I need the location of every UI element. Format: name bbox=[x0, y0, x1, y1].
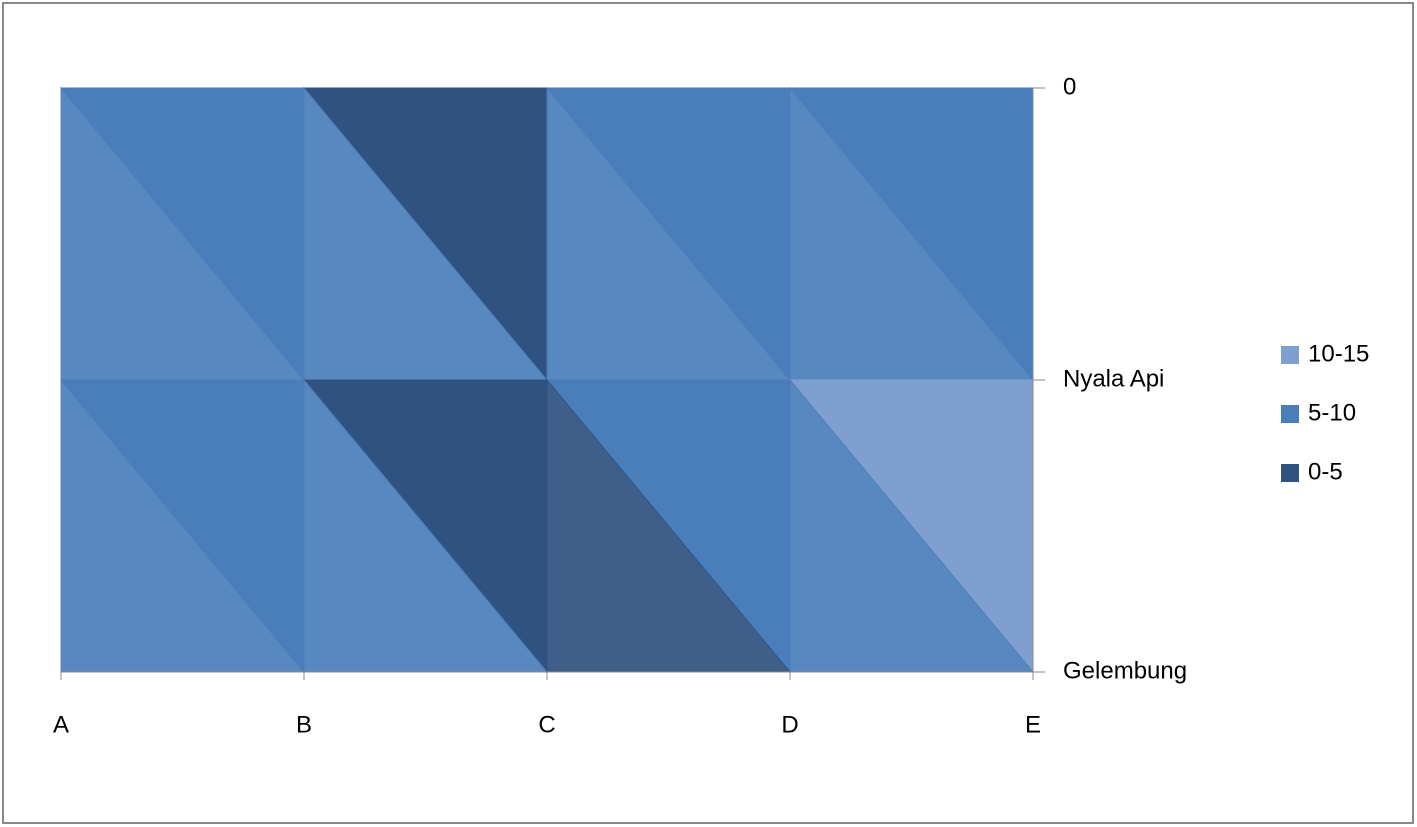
legend-swatch bbox=[1281, 346, 1299, 364]
legend-swatch bbox=[1281, 464, 1299, 482]
legend-swatch bbox=[1281, 405, 1299, 423]
x-tick-label: A bbox=[53, 711, 69, 738]
x-tick-label: C bbox=[538, 711, 555, 738]
x-tick-label: D bbox=[781, 711, 798, 738]
series-label: Gelembung bbox=[1063, 657, 1187, 684]
x-tick-label: E bbox=[1025, 711, 1041, 738]
series-label: Nyala Api bbox=[1063, 365, 1164, 392]
legend-label: 10-15 bbox=[1308, 340, 1369, 367]
x-tick-label: B bbox=[296, 711, 312, 738]
series-label: 0 bbox=[1063, 73, 1076, 100]
legend-label: 0-5 bbox=[1308, 458, 1343, 485]
legend-label: 5-10 bbox=[1308, 399, 1356, 426]
